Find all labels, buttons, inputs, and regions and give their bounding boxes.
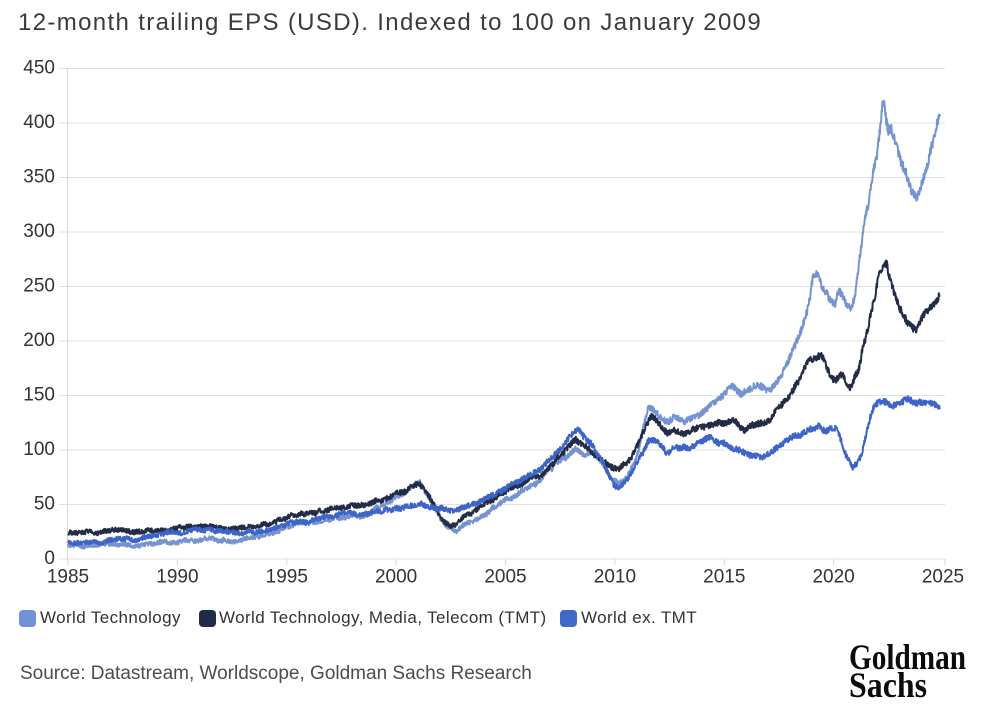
svg-text:Goldman: Goldman bbox=[849, 638, 966, 677]
svg-text:2000: 2000 bbox=[375, 567, 417, 588]
svg-text:1995: 1995 bbox=[266, 567, 308, 588]
svg-text:100: 100 bbox=[23, 439, 55, 460]
svg-text:350: 350 bbox=[23, 167, 55, 188]
svg-text:Sachs: Sachs bbox=[849, 665, 927, 700]
svg-text:2010: 2010 bbox=[594, 567, 636, 588]
svg-text:400: 400 bbox=[23, 112, 55, 133]
svg-text:50: 50 bbox=[34, 494, 55, 515]
svg-text:2020: 2020 bbox=[812, 567, 854, 588]
svg-text:250: 250 bbox=[23, 276, 55, 297]
svg-text:2025: 2025 bbox=[922, 567, 964, 588]
svg-text:2005: 2005 bbox=[484, 567, 526, 588]
svg-text:2015: 2015 bbox=[703, 567, 745, 588]
svg-text:300: 300 bbox=[23, 221, 55, 242]
svg-text:450: 450 bbox=[23, 58, 55, 79]
svg-text:1985: 1985 bbox=[47, 567, 89, 588]
svg-text:150: 150 bbox=[23, 385, 55, 406]
svg-text:0: 0 bbox=[44, 548, 55, 569]
svg-text:1990: 1990 bbox=[156, 567, 198, 588]
svg-text:200: 200 bbox=[23, 330, 55, 351]
